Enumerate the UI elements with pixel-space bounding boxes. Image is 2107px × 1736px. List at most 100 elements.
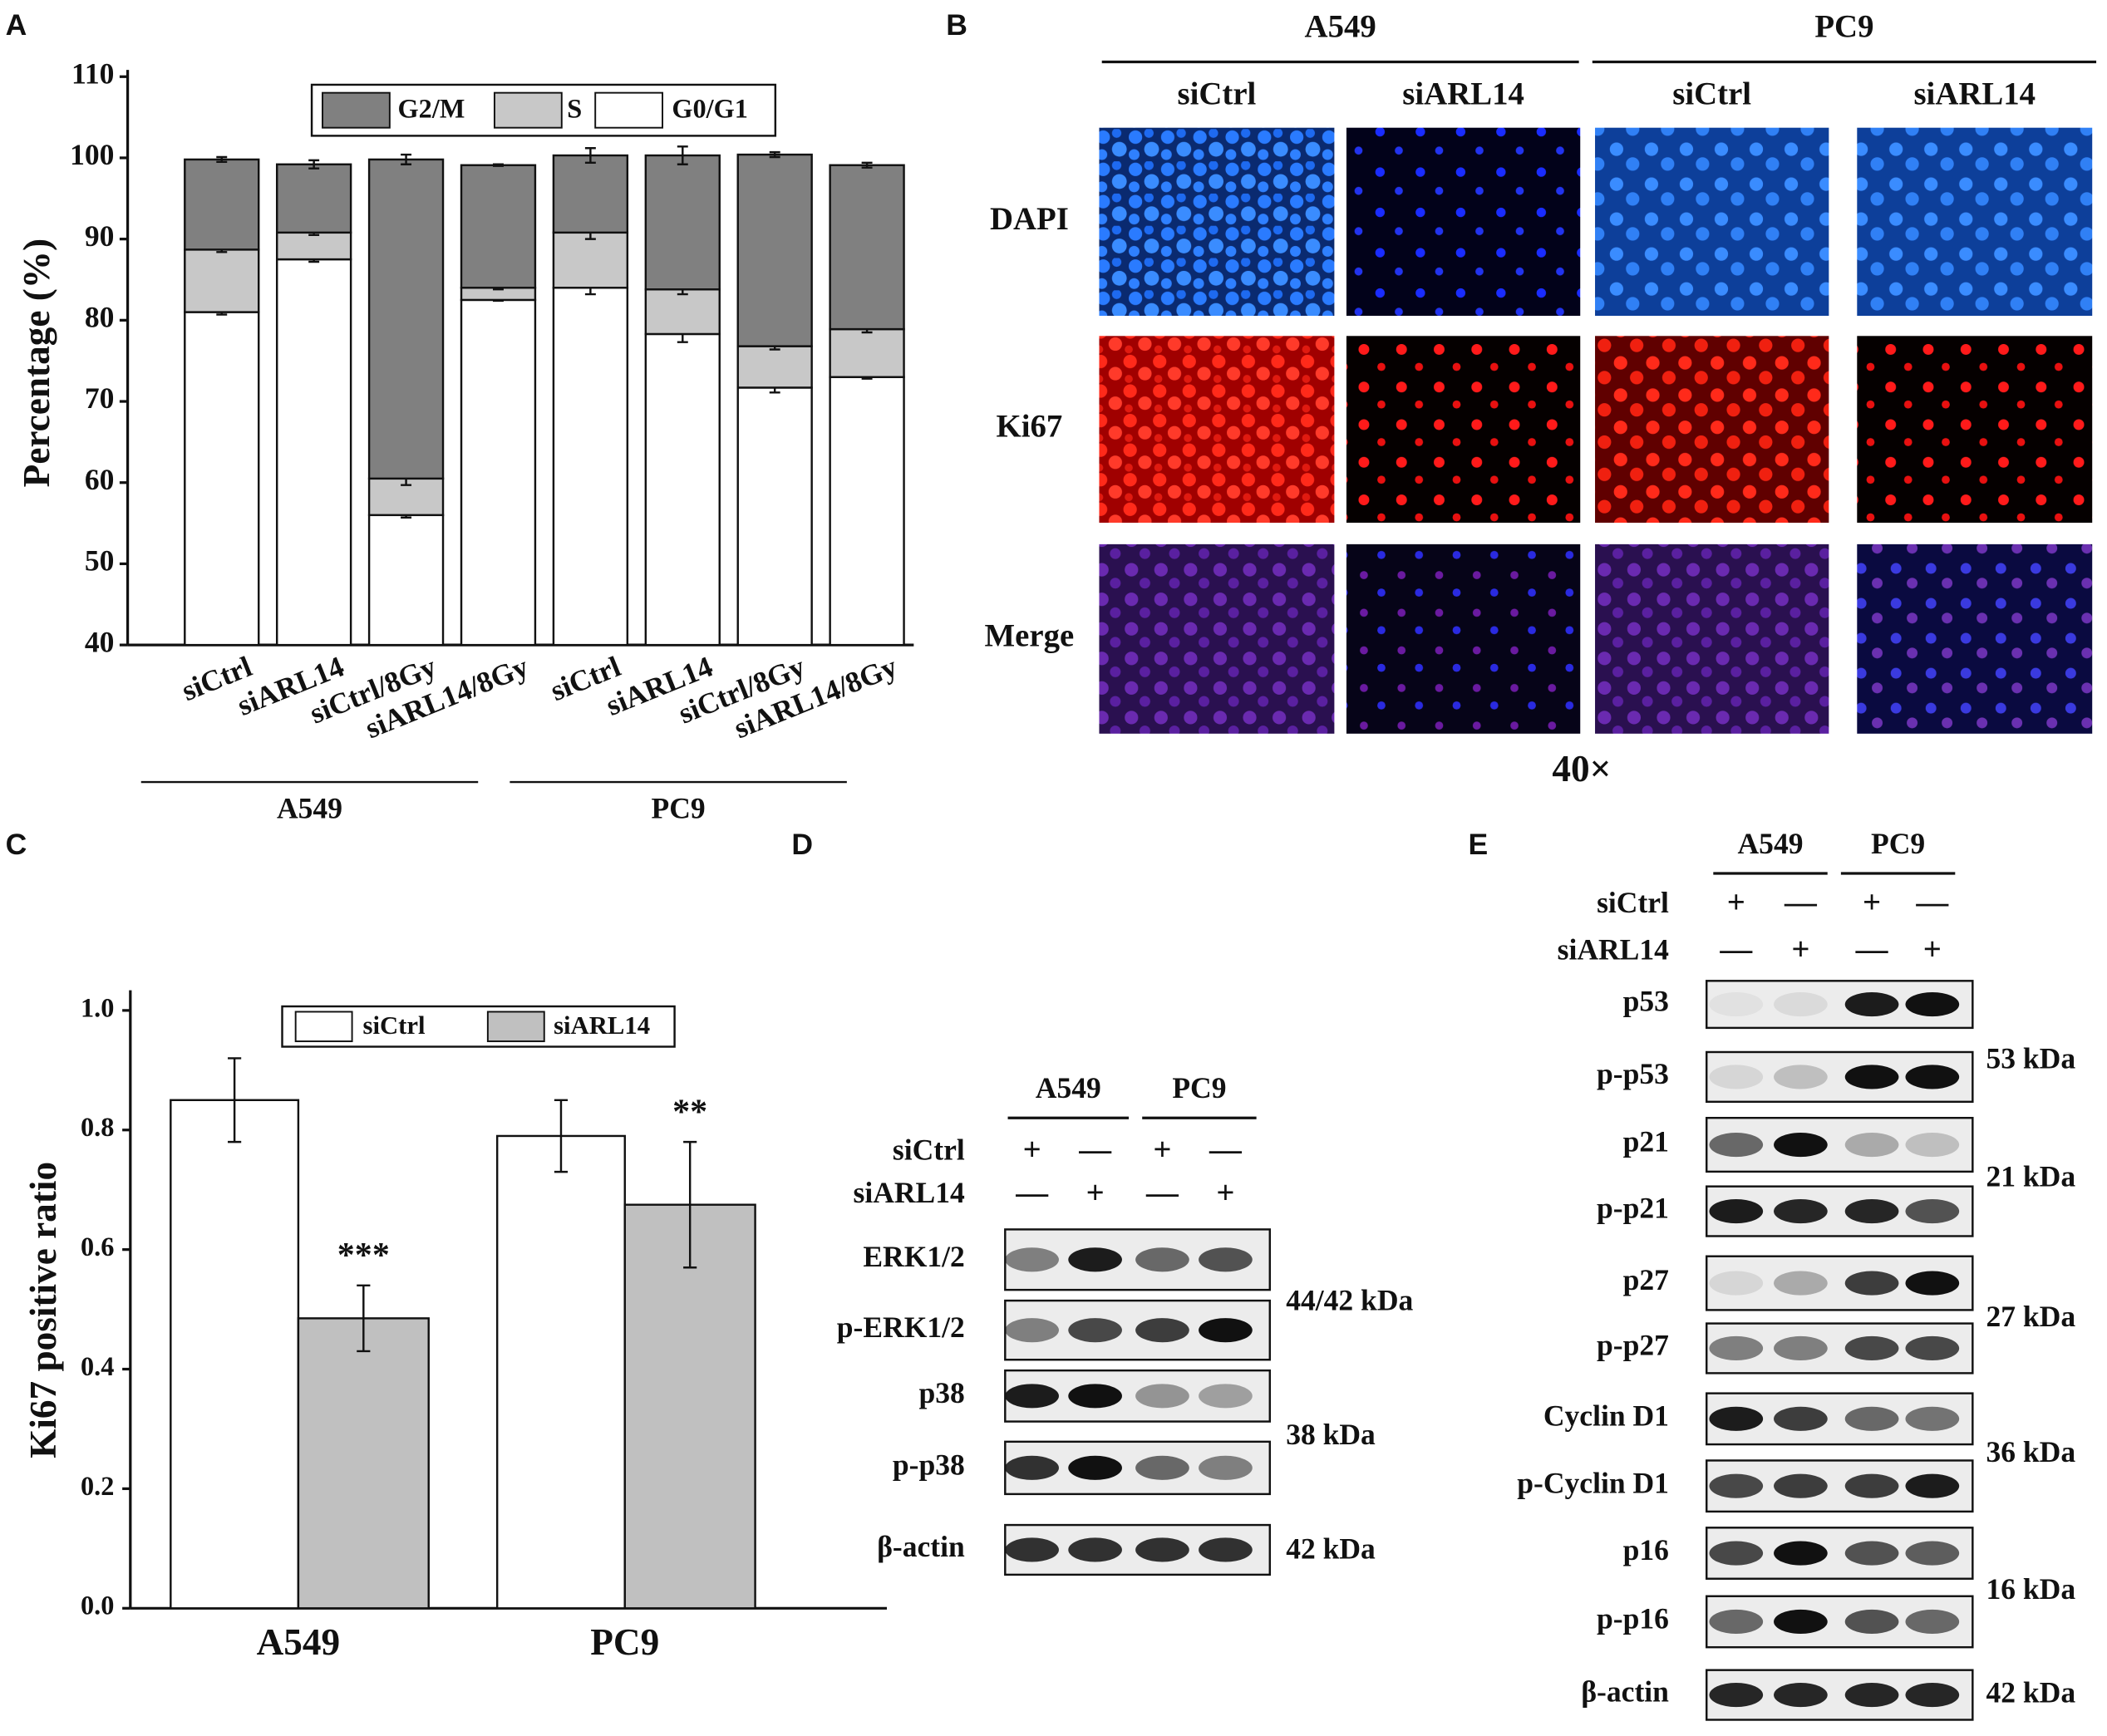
treatment-label: siCtrl [893, 1133, 965, 1166]
band [1068, 1247, 1122, 1272]
y-axis-title: Percentage (%) [16, 239, 57, 487]
micrograph [1595, 127, 1829, 317]
band [1068, 1537, 1122, 1562]
micrograph [1099, 336, 1335, 524]
significance-label: ** [672, 1093, 707, 1131]
band [1844, 1065, 1899, 1089]
band [1068, 1455, 1122, 1480]
y-tick-label: 50 [85, 544, 115, 578]
band [1199, 1537, 1253, 1562]
cell-line-label: PC9 [1172, 1071, 1226, 1104]
error-bar [228, 1057, 242, 1143]
protein-label: p-p53 [1597, 1057, 1669, 1090]
treatment-sign: + [1727, 885, 1745, 921]
y-tick-label: 0.2 [81, 1471, 114, 1501]
error-bar [216, 155, 228, 164]
legend-label: G0/G1 [672, 94, 748, 124]
protein-label: p-p27 [1597, 1329, 1669, 1362]
band [1135, 1537, 1189, 1562]
treatment-sign: + [1216, 1175, 1234, 1211]
micrograph [1857, 336, 2093, 524]
protein-label: β-actin [877, 1530, 965, 1563]
band [1199, 1247, 1253, 1272]
bar-segment [829, 327, 905, 378]
treatment-sign: + [1153, 1132, 1171, 1168]
band [1709, 1541, 1764, 1566]
band [1005, 1247, 1059, 1272]
y-tick-label: 0.0 [81, 1591, 114, 1620]
treatment-sign: + [1863, 885, 1881, 921]
y-axis-title: Ki67 positive ratio [22, 1162, 64, 1458]
condition-label: siCtrl [1178, 76, 1257, 111]
band [1774, 1335, 1828, 1361]
size-label: 16 kDa [1986, 1572, 2075, 1606]
band [1905, 1199, 1960, 1224]
bar-segment [184, 248, 260, 313]
error-bar [401, 153, 412, 165]
band [1905, 1541, 1960, 1566]
band [1774, 1199, 1828, 1224]
legend-label: G2/M [398, 94, 465, 124]
treatment-sign: + [1923, 932, 1942, 967]
size-label: 42 kDa [1286, 1532, 1376, 1566]
band [1774, 1541, 1828, 1566]
treatment-label: siARL14 [853, 1176, 965, 1209]
y-tick-label: 1.0 [81, 992, 114, 1022]
band [1844, 1406, 1899, 1431]
band [1199, 1318, 1253, 1343]
band [1709, 1406, 1764, 1431]
micrograph [1346, 543, 1581, 734]
bar-segment [367, 158, 445, 480]
cell-line-label: PC9 [1814, 9, 1873, 45]
bar-segment [644, 332, 721, 647]
band [1774, 1683, 1828, 1708]
micrograph [1857, 543, 2093, 734]
band [1199, 1384, 1253, 1409]
size-label: 27 kDa [1986, 1300, 2075, 1333]
band [1905, 1683, 1960, 1708]
treatment-label: siCtrl [1597, 886, 1669, 919]
band [1005, 1455, 1059, 1480]
error-bar [677, 145, 688, 165]
bar-segment [644, 154, 721, 291]
band [1709, 1609, 1764, 1635]
y-tick-label: 0.6 [81, 1232, 114, 1261]
band [1005, 1318, 1059, 1343]
size-label: 44/42 kDa [1286, 1283, 1413, 1316]
y-tick-label: 70 [85, 381, 115, 415]
band [1905, 992, 1960, 1017]
y-tick-label: 90 [85, 219, 115, 253]
micrograph [1099, 127, 1335, 317]
treatment-sign: — [1784, 885, 1818, 921]
band [1005, 1537, 1059, 1562]
size-label: 53 kDa [1986, 1041, 2075, 1075]
panel-label: B [946, 8, 967, 42]
band [1905, 1132, 1960, 1158]
significance-label: *** [337, 1237, 390, 1275]
band [1905, 1271, 1960, 1296]
y-tick-label: 80 [85, 301, 115, 334]
group-label: A549 [277, 792, 342, 825]
group-label: PC9 [652, 792, 706, 825]
size-label: 21 kDa [1986, 1160, 2075, 1193]
panel-label: D [791, 828, 813, 861]
band [1774, 992, 1828, 1017]
band [1905, 1406, 1960, 1431]
condition-label: siARL14 [1402, 76, 1524, 111]
bar-segment [644, 288, 721, 336]
cell-line-label: PC9 [1871, 827, 1925, 860]
micrograph [1346, 127, 1581, 317]
band [1199, 1455, 1253, 1480]
band [1005, 1384, 1059, 1409]
cell-line-label: A549 [1738, 827, 1804, 860]
micrograph [1099, 543, 1335, 734]
micrograph [1857, 127, 2093, 317]
protein-label: ERK1/2 [863, 1240, 964, 1273]
bar [297, 1317, 430, 1610]
treatment-sign: — [1855, 932, 1889, 967]
cell-line-label: A549 [1305, 9, 1376, 45]
band [1709, 1335, 1764, 1361]
protein-label: p53 [1623, 985, 1669, 1018]
band [1774, 1406, 1828, 1431]
legend-swatch [294, 1011, 353, 1043]
